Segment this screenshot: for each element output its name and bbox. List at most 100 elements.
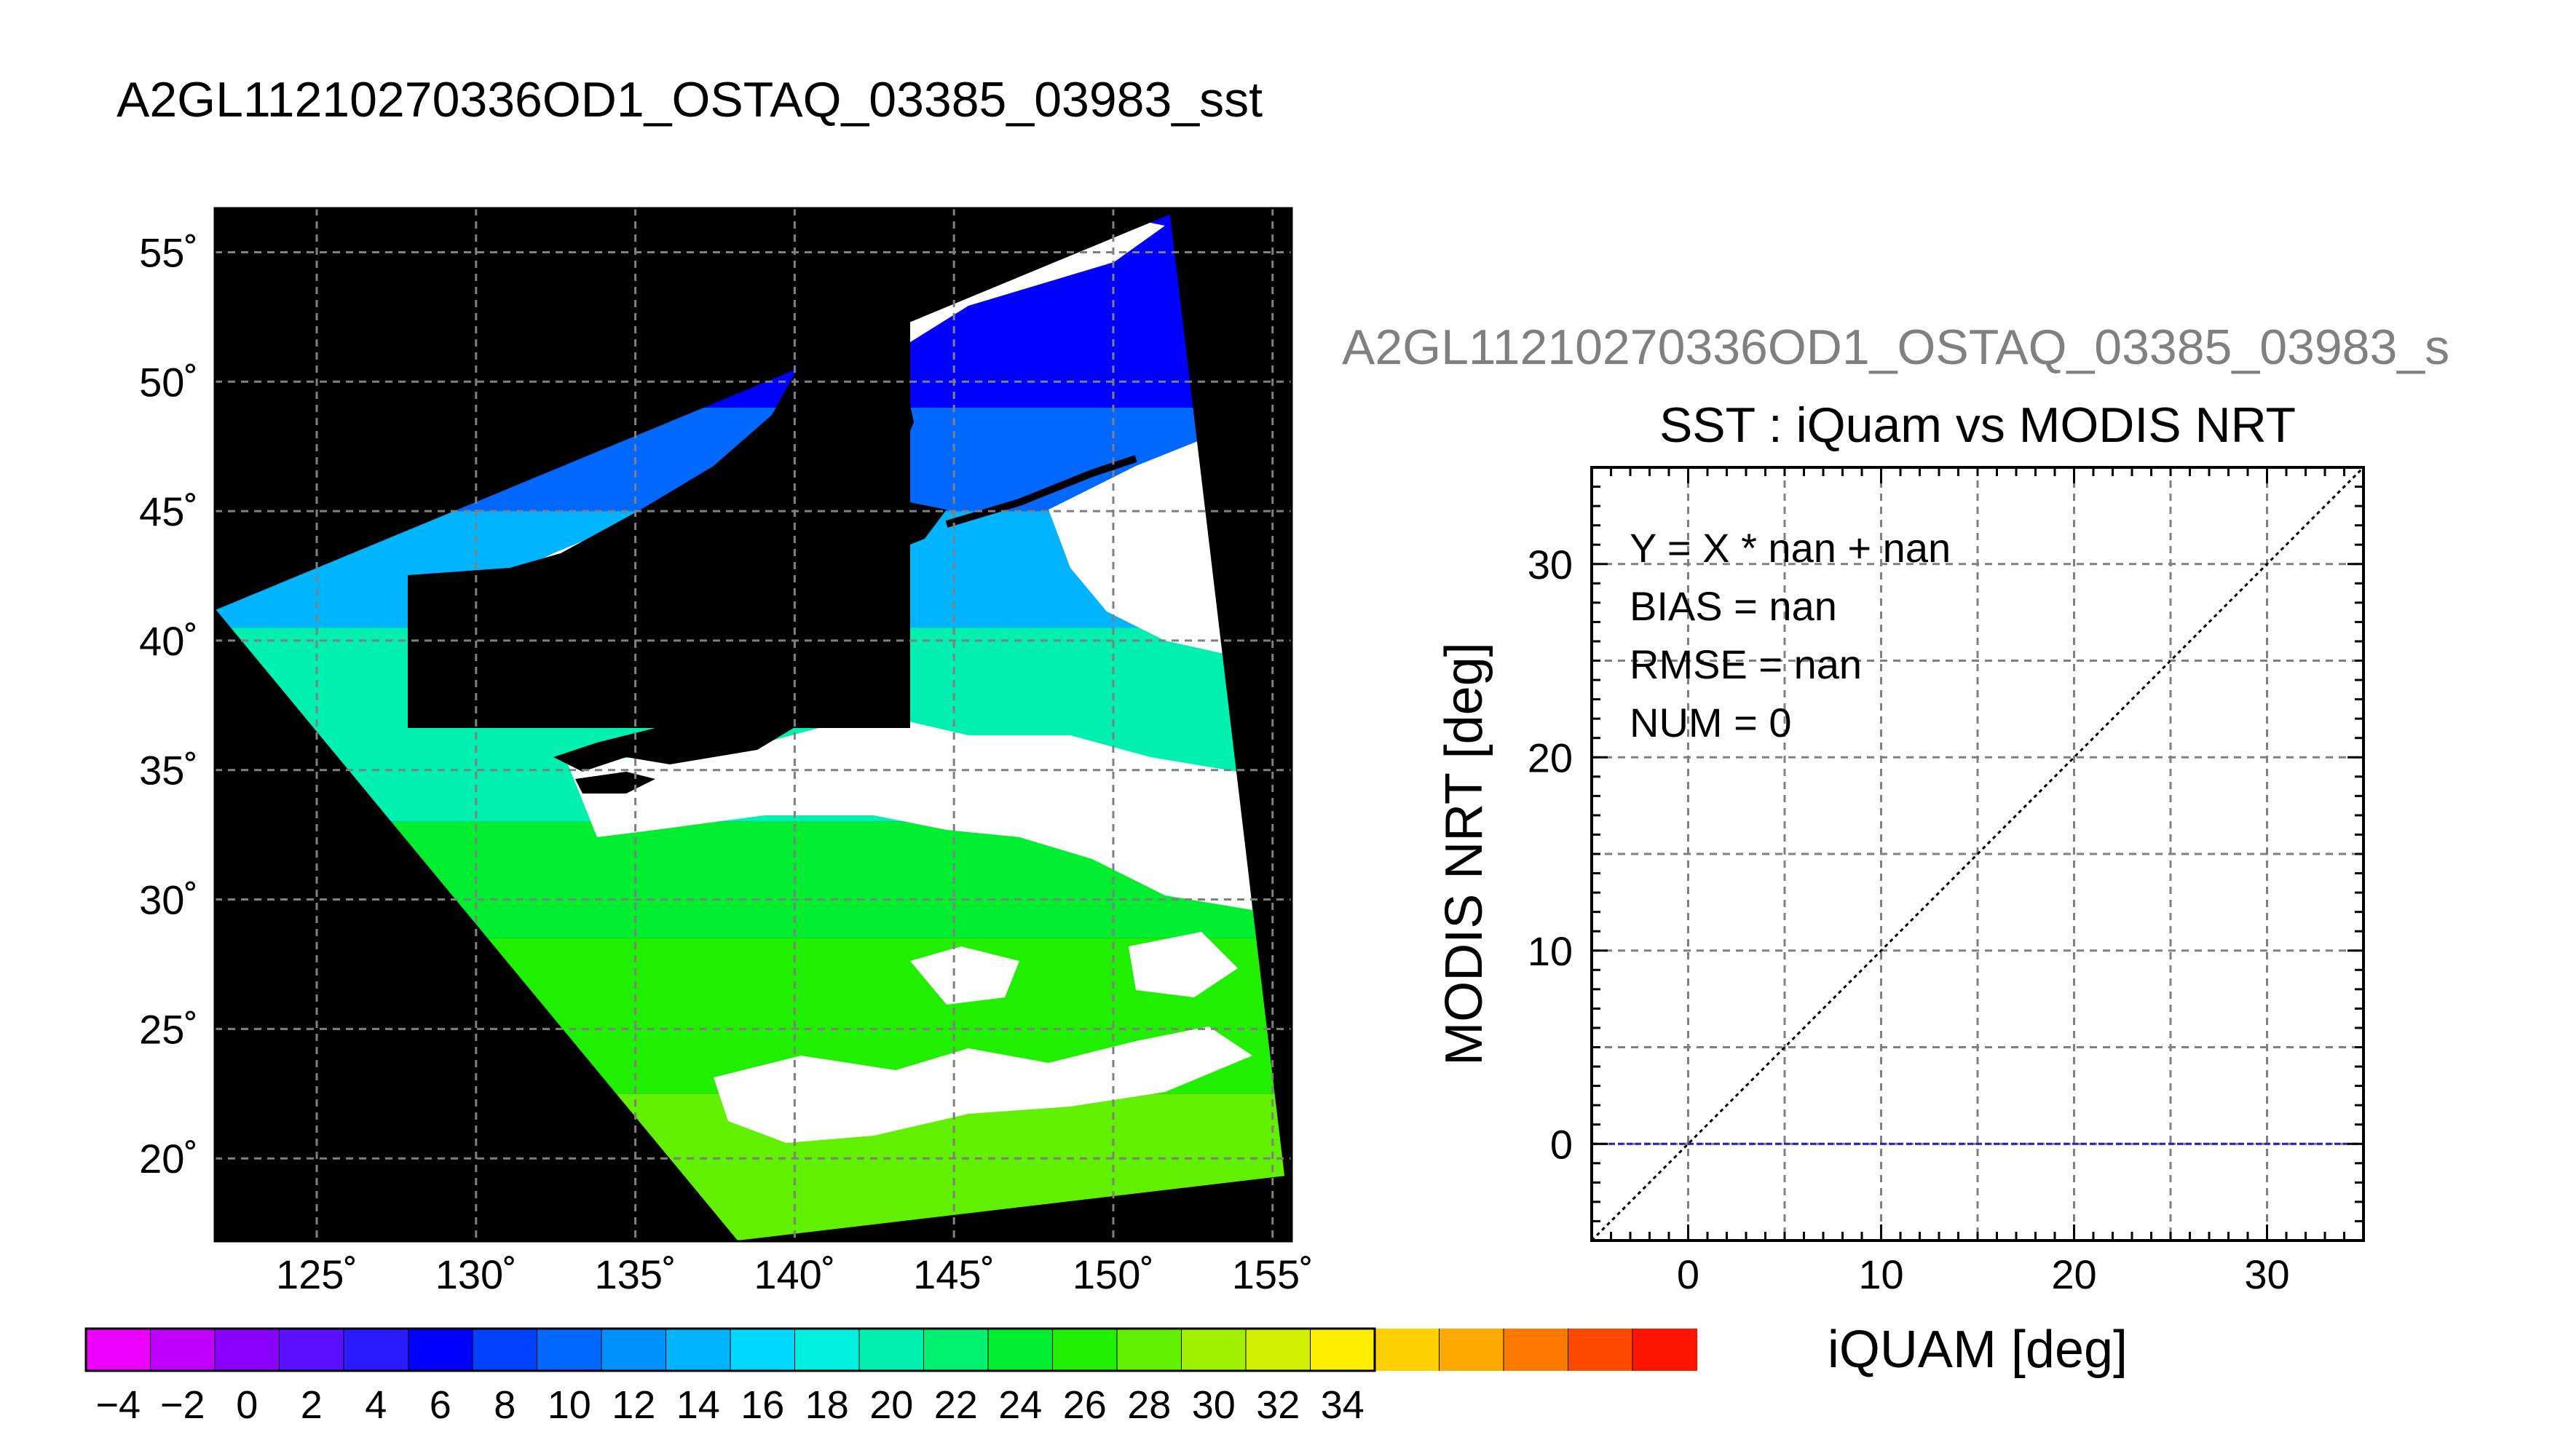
colorbar-tick-label: 26 bbox=[1063, 1383, 1107, 1427]
colorbar-tick-label: 6 bbox=[430, 1383, 451, 1427]
colorbar-tick-label: 14 bbox=[676, 1383, 720, 1427]
scatter-x-tick-label: 20 bbox=[2051, 1251, 2096, 1297]
scatter-reference-lines bbox=[1592, 467, 2364, 1241]
scatter-tick-labels: 0 10 20 30 0 10 20 30 bbox=[1528, 542, 2290, 1297]
colorbar-cell bbox=[666, 1329, 731, 1371]
map-y-tick-label: 35˚ bbox=[139, 748, 198, 794]
colorbar-cell bbox=[1375, 1329, 1440, 1371]
map-title: A2GL11210270336OD1_OSTAQ_03385_03983_sst bbox=[117, 72, 1263, 127]
colorbar-cell bbox=[1439, 1329, 1504, 1371]
colorbar-cell bbox=[1181, 1329, 1247, 1371]
colorbar-tick-label: −2 bbox=[160, 1383, 205, 1427]
stats-equation: Y = X * nan + nan bbox=[1630, 525, 1951, 571]
colorbar-tick-label: 20 bbox=[869, 1383, 913, 1427]
colorbar-cells bbox=[86, 1329, 1698, 1371]
colorbar-cell bbox=[1568, 1329, 1633, 1371]
map-y-tick-label: 30˚ bbox=[139, 877, 198, 923]
cloud-south bbox=[714, 1026, 1252, 1143]
colorbar-cell bbox=[1117, 1329, 1182, 1371]
honshu bbox=[553, 575, 852, 772]
colorbar-tick-label: 10 bbox=[548, 1383, 591, 1427]
colorbar-tick-label: 4 bbox=[365, 1383, 387, 1427]
map-frame bbox=[213, 207, 1293, 1243]
scatter-header: A2GL11210270336OD1_OSTAQ_03385_03983_s bbox=[1342, 320, 2449, 375]
swath-edge bbox=[215, 212, 1287, 1241]
stats-bias: BIAS = nan bbox=[1630, 583, 1837, 629]
map-y-tick-label: 45˚ bbox=[139, 488, 198, 534]
scatter-frame bbox=[1590, 466, 2365, 1242]
colorbar-tick-label: 32 bbox=[1256, 1383, 1300, 1427]
colorbar-cell bbox=[1632, 1329, 1698, 1371]
colorbar-cell bbox=[1246, 1329, 1311, 1371]
scatter-title: SST : iQuam vs MODIS NRT bbox=[1659, 397, 2296, 453]
map-x-tick-label: 150˚ bbox=[1073, 1251, 1154, 1297]
kuril-islands bbox=[945, 455, 1137, 528]
colorbar-cell bbox=[1504, 1329, 1569, 1371]
map-x-tick-label: 135˚ bbox=[595, 1251, 676, 1297]
colorbar-cell bbox=[537, 1329, 602, 1371]
sst-map: 125˚ 130˚ 135˚ 140˚ 145˚ 150˚ 155˚ 55˚ 50˚ 45˚ 40˚… bbox=[139, 207, 1314, 1297]
colorbar-tick-label: 30 bbox=[1192, 1383, 1236, 1427]
scatter-x-tick-label: 10 bbox=[1858, 1251, 1903, 1297]
colorbar-cell bbox=[344, 1329, 409, 1371]
colorbar-cell bbox=[150, 1329, 216, 1371]
asian-mainland bbox=[408, 213, 910, 728]
colorbar-cell bbox=[279, 1329, 344, 1371]
colorbar-tick-label: 22 bbox=[934, 1383, 978, 1427]
map-x-tick-label: 140˚ bbox=[754, 1251, 835, 1297]
cloud-patch-1 bbox=[910, 946, 1019, 1005]
scatter-plot: 0 10 20 30 0 10 20 30 Y = X * nan + nan BIAS = … bbox=[1435, 466, 2365, 1379]
cloud-patch-2 bbox=[1129, 932, 1238, 997]
map-y-tick-label: 55˚ bbox=[139, 229, 198, 275]
hokkaido bbox=[823, 495, 947, 568]
colorbar-cell bbox=[794, 1329, 860, 1371]
reference-line bbox=[1592, 467, 2364, 1241]
colorbar-tick-label: 34 bbox=[1321, 1383, 1365, 1427]
colorbar-tick-label: 28 bbox=[1127, 1383, 1171, 1427]
colorbar-tick-labels: −4 −2 0 2 4 6 8 10 12 14 16 18 20 22 24 26 28 30 32 34 bbox=[95, 1383, 1364, 1427]
map-y-tick-label: 40˚ bbox=[139, 618, 198, 664]
colorbar-tick-label: 24 bbox=[998, 1383, 1042, 1427]
map-y-tick-label: 20˚ bbox=[139, 1136, 198, 1182]
scatter-y-tick-label: 20 bbox=[1528, 735, 1573, 780]
colorbar-cell bbox=[473, 1329, 538, 1371]
colorbar-tick-label: 2 bbox=[301, 1383, 323, 1427]
scatter-ylabel: MODIS NRT [deg] bbox=[1435, 642, 1493, 1066]
colorbar: −4 −2 0 2 4 6 8 10 12 14 16 18 20 22 24 26 28 30 32 34 bbox=[84, 1327, 1698, 1427]
scatter-grid bbox=[1592, 467, 2364, 1241]
colorbar-tick-label: 8 bbox=[494, 1383, 516, 1427]
map-x-tick-label: 130˚ bbox=[435, 1251, 517, 1297]
stats-box: Y = X * nan + nan BIAS = nan RMSE = nan … bbox=[1630, 525, 1951, 745]
colorbar-cell bbox=[408, 1329, 473, 1371]
colorbar-tick-label: 18 bbox=[805, 1383, 849, 1427]
stats-rmse: RMSE = nan bbox=[1630, 641, 1862, 687]
colorbar-cell bbox=[988, 1329, 1054, 1371]
scatter-y-tick-label: 0 bbox=[1550, 1121, 1573, 1167]
map-x-tick-label: 125˚ bbox=[276, 1251, 358, 1297]
map-tick-labels: 125˚ 130˚ 135˚ 140˚ 145˚ 150˚ 155˚ 55˚ 50˚ 45˚ 40˚… bbox=[139, 229, 1314, 1297]
colorbar-cell bbox=[923, 1329, 989, 1371]
map-y-tick-label: 50˚ bbox=[139, 359, 198, 405]
colorbar-cell bbox=[86, 1329, 151, 1371]
colorbar-cell bbox=[859, 1329, 925, 1371]
colorbar-cell bbox=[215, 1329, 280, 1371]
colorbar-cell bbox=[1052, 1329, 1118, 1371]
scatter-x-tick-label: 0 bbox=[1677, 1251, 1699, 1297]
scatter-x-tick-label: 30 bbox=[2244, 1251, 2289, 1297]
stats-num: NUM = 0 bbox=[1630, 700, 1792, 745]
colorbar-tick-label: 16 bbox=[741, 1383, 784, 1427]
korean-peninsula bbox=[553, 575, 619, 728]
colorbar-tick-label: 0 bbox=[236, 1383, 258, 1427]
colorbar-cell bbox=[730, 1329, 796, 1371]
colorbar-frame bbox=[84, 1327, 1376, 1372]
cloud-central bbox=[568, 713, 1252, 910]
colorbar-tick-label: −4 bbox=[95, 1383, 141, 1427]
scatter-xlabel: iQUAM [deg] bbox=[1828, 1321, 2128, 1379]
colorbar-cell bbox=[1310, 1329, 1375, 1371]
map-grid bbox=[215, 208, 1292, 1241]
map-x-tick-label: 145˚ bbox=[913, 1251, 995, 1297]
map-x-tick-label: 155˚ bbox=[1232, 1251, 1314, 1297]
scatter-y-tick-label: 30 bbox=[1528, 542, 1573, 587]
colorbar-cell bbox=[601, 1329, 667, 1371]
